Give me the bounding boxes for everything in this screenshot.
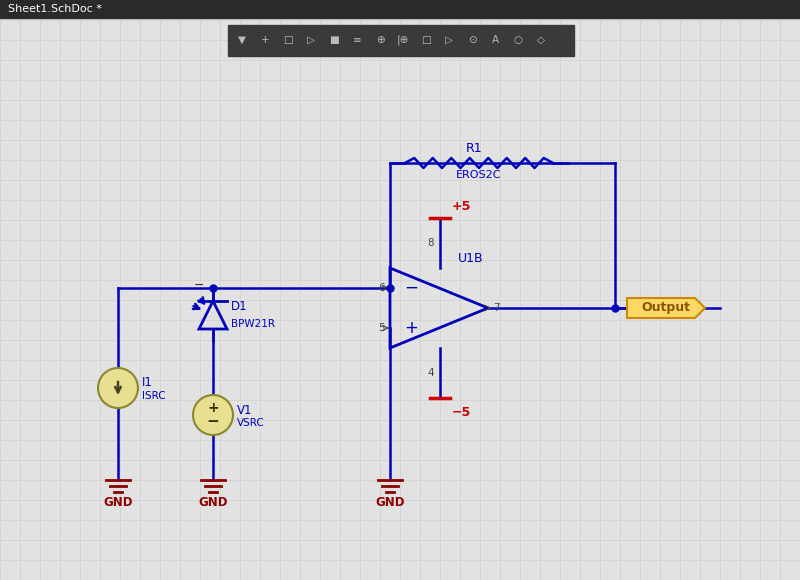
Text: −5: −5 (452, 405, 471, 419)
Text: GND: GND (198, 495, 228, 509)
Text: U1B: U1B (458, 252, 484, 264)
Text: 6: 6 (378, 283, 385, 293)
Text: D1: D1 (231, 299, 248, 313)
Bar (0, 0, 800, 18)
Text: +: + (404, 319, 418, 337)
Polygon shape (627, 298, 705, 318)
Text: 4: 4 (427, 368, 434, 378)
Text: R1: R1 (466, 143, 482, 155)
Text: GND: GND (103, 495, 133, 509)
Text: ◇: ◇ (537, 35, 545, 45)
Text: +5: +5 (452, 200, 471, 212)
Text: BPW21R: BPW21R (231, 319, 275, 329)
Text: −: − (194, 278, 204, 292)
Text: □: □ (283, 35, 293, 45)
Text: −: − (404, 279, 418, 297)
Text: ○: ○ (514, 35, 522, 45)
Text: ⊕: ⊕ (376, 35, 384, 45)
Text: +: + (207, 401, 219, 415)
Text: ■: ■ (329, 35, 339, 45)
Text: Output: Output (642, 302, 690, 314)
Text: Sheet1.SchDoc *: Sheet1.SchDoc * (8, 4, 102, 14)
Text: 8: 8 (427, 238, 434, 248)
Text: ▷: ▷ (445, 35, 453, 45)
Text: A: A (491, 35, 498, 45)
Text: 7: 7 (493, 303, 500, 313)
Text: ≡: ≡ (353, 35, 362, 45)
Text: +: + (261, 35, 270, 45)
Circle shape (98, 368, 138, 408)
Text: ▼: ▼ (238, 35, 246, 45)
Text: ⊙: ⊙ (468, 35, 476, 45)
Text: |⊕: |⊕ (397, 35, 409, 45)
Text: □: □ (421, 35, 431, 45)
Text: 5: 5 (378, 323, 385, 333)
Bar (228, 25, 574, 56)
Circle shape (193, 395, 233, 435)
Text: I1: I1 (142, 376, 153, 390)
Text: GND: GND (375, 495, 405, 509)
Text: ▷: ▷ (307, 35, 315, 45)
Text: EROS2C: EROS2C (456, 170, 502, 180)
Text: VSRC: VSRC (237, 418, 265, 428)
Text: ISRC: ISRC (142, 391, 166, 401)
Text: V1: V1 (237, 404, 253, 416)
Text: −: − (206, 415, 219, 430)
